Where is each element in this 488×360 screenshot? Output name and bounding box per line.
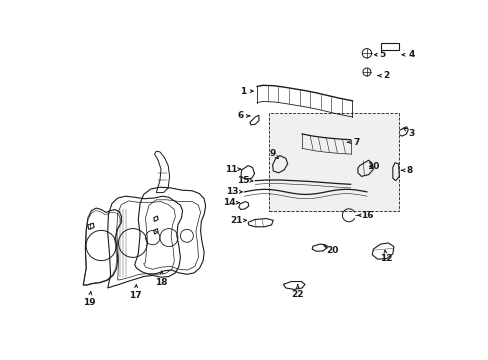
Text: 20: 20 [323,246,338,255]
Text: 18: 18 [155,271,167,287]
Text: 5: 5 [374,50,385,59]
Text: 16: 16 [357,211,372,220]
Text: 9: 9 [268,149,278,158]
Text: 1: 1 [239,87,253,96]
Text: 2: 2 [377,71,389,80]
Text: 7: 7 [346,138,359,147]
Text: 14: 14 [223,198,239,207]
Text: 21: 21 [230,216,246,225]
Text: 19: 19 [82,292,95,307]
Text: 15: 15 [237,176,252,185]
Text: 13: 13 [225,188,242,197]
Text: 8: 8 [401,166,412,175]
Text: 11: 11 [224,165,240,174]
Text: 22: 22 [291,284,304,299]
Text: 12: 12 [379,250,391,263]
Polygon shape [268,113,398,211]
Text: 17: 17 [129,285,142,300]
Text: 6: 6 [237,112,249,120]
Text: 10: 10 [366,162,379,171]
Text: 3: 3 [403,128,414,138]
Text: 4: 4 [402,50,414,59]
